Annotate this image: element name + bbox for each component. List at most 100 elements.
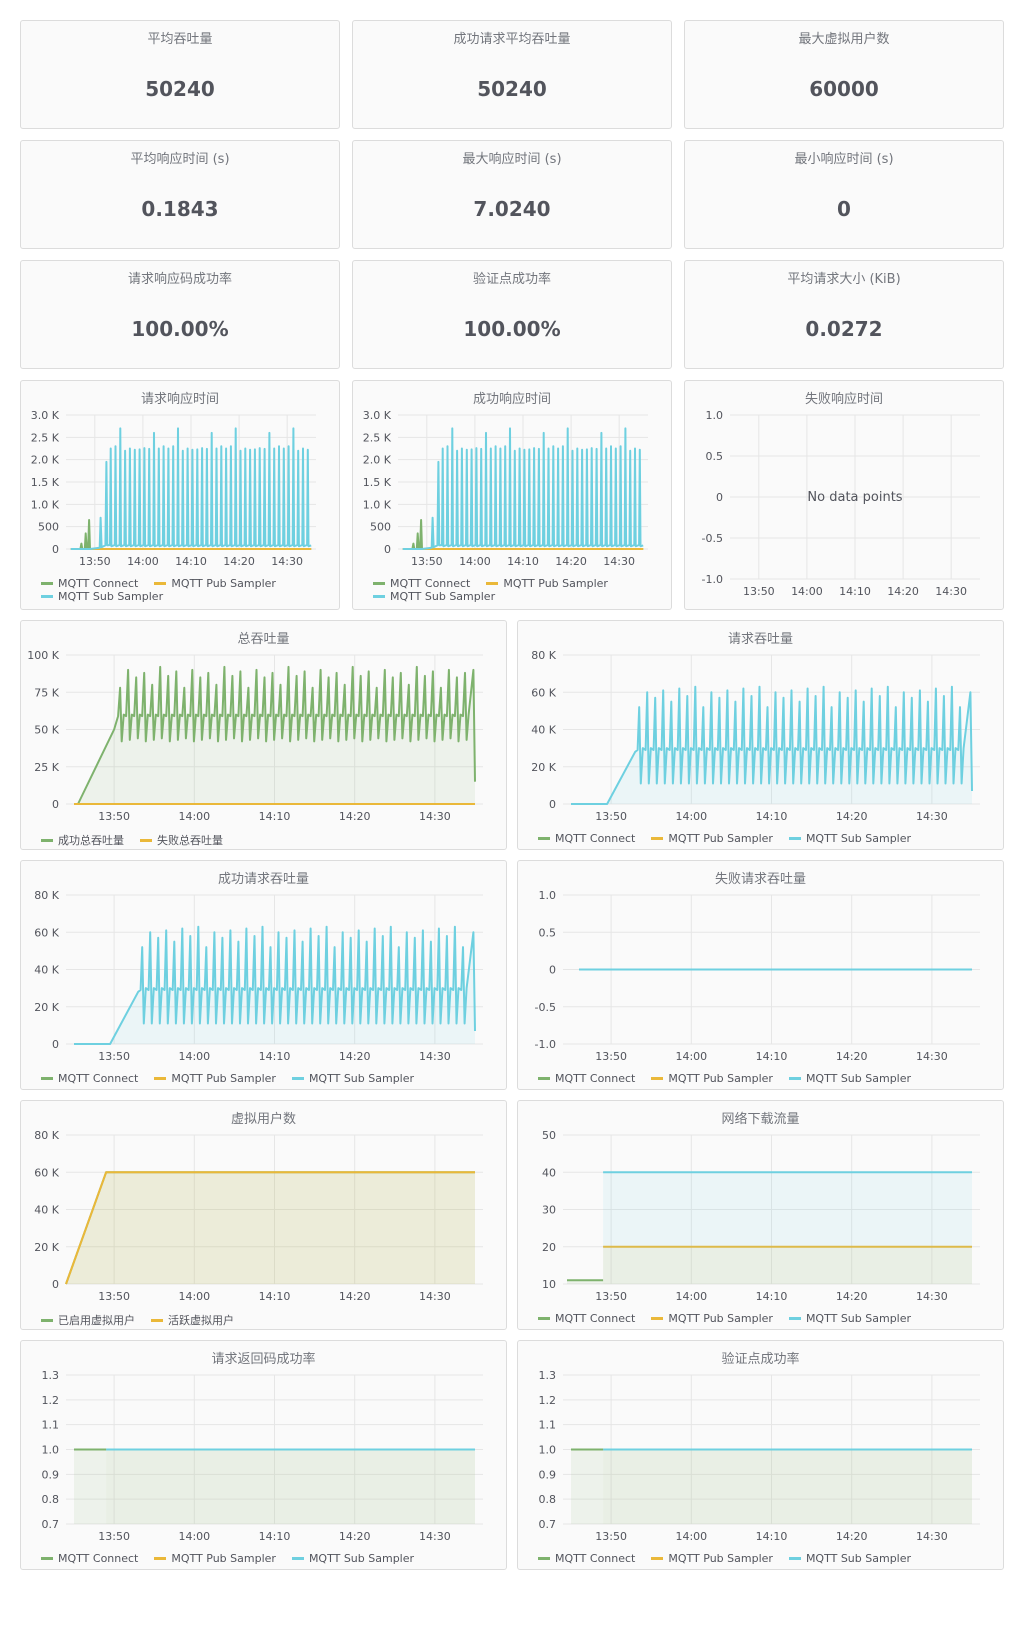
chart-svg: 3.0 K 2.5 K 2.0 K 1.5 K 1.0 K 500 0 13:50 14:00 1… — [363, 409, 648, 568]
chart-legend: MQTT Connect MQTT Pub Sampler MQTT Sub Sam… — [538, 832, 995, 845]
chart-panel-success-request-throughput: 成功请求吞吐量 80 K 60 K 40 K 20 K 0 13:50 14:00 14:10 1… — [20, 860, 507, 1090]
x-tick-label: 14:10 — [259, 1050, 291, 1063]
legend-swatch — [291, 1076, 304, 1080]
legend-swatch — [41, 581, 53, 585]
x-tick-label: 14:10 — [756, 810, 788, 823]
legend-item[interactable]: MQTT Sub Sampler — [291, 1072, 414, 1085]
x-tick-label: 14:30 — [419, 1530, 451, 1543]
legend-item[interactable]: MQTT Sub Sampler — [788, 1312, 912, 1325]
chart-legend: MQTT Connect MQTT Pub Sampler MQTT Sub Sam… — [538, 1552, 995, 1565]
legend-item[interactable]: MQTT Sub Sampler — [788, 1072, 911, 1085]
y-tick-label: 2.0 K — [363, 454, 392, 467]
legend-item[interactable]: MQTT Pub Sampler — [651, 1552, 773, 1565]
x-tick-label: 13:50 — [411, 555, 443, 568]
chart-legend: MQTT Connect MQTT Pub Sampler MQTT Sub Sam… — [538, 1312, 995, 1325]
stat-value: 100.00% — [463, 317, 561, 341]
y-tick-label: 0.8 — [539, 1493, 557, 1506]
stat-panel-max-vusers: 最大虚拟用户数 60000 — [684, 20, 1004, 129]
legend-item[interactable]: MQTT Pub Sampler — [651, 832, 773, 845]
x-tick-label: 13:50 — [595, 1290, 627, 1303]
y-tick-label: 80 K — [34, 889, 59, 902]
legend-item[interactable]: MQTT Connect — [41, 577, 138, 590]
panel-title: 平均吞吐量 — [147, 32, 213, 47]
y-tick-label: 40 K — [34, 1204, 59, 1217]
legend-item[interactable]: MQTT Sub Sampler — [788, 832, 911, 845]
x-tick-label: 14:30 — [916, 1530, 948, 1543]
y-tick-label: 1.5 K — [31, 476, 60, 489]
y-tick-label: 0.8 — [42, 1493, 60, 1506]
legend-item[interactable]: MQTT Connect — [538, 1072, 635, 1085]
series-area — [106, 1449, 475, 1524]
y-tick-label: 60 K — [531, 686, 556, 699]
y-tick-label: -1.0 — [535, 1038, 556, 1051]
legend-label: 活跃虚拟用户 — [168, 1314, 234, 1327]
legend-item[interactable]: MQTT Pub Sampler — [651, 1312, 773, 1325]
legend-swatch — [41, 594, 53, 598]
chart-panel-total-throughput: 总吞吐量 100 K 75 K 50 K 25 K 0 13:50 14:00 14:10 14:… — [20, 620, 507, 850]
x-tick-label: 14:30 — [935, 585, 967, 598]
legend-swatch — [291, 1556, 304, 1560]
y-tick-label: 40 — [542, 1166, 556, 1179]
panel-title: 请求返回码成功率 — [211, 1352, 316, 1367]
y-tick-label: -0.5 — [702, 532, 723, 545]
legend-label: MQTT Pub Sampler — [668, 1552, 773, 1565]
stat-value: 0.0272 — [805, 317, 883, 341]
stat-value: 100.00% — [131, 317, 229, 341]
panel-title: 平均响应时间 (s) — [130, 152, 230, 167]
series-line — [70, 519, 312, 550]
legend-item[interactable]: MQTT Sub Sampler — [373, 590, 495, 603]
chart-svg: 80 K 60 K 40 K 20 K 0 13:50 14:00 14:10 14:20 14:… — [531, 649, 980, 823]
y-tick-label: 25 K — [34, 761, 59, 774]
chart-panel-success-response-time: 成功响应时间 3.0 K 2.5 K 2.0 K 1.5 K 1.0 K 500 0 13:50… — [352, 380, 672, 610]
legend-item[interactable]: MQTT Connect — [41, 1552, 138, 1565]
legend-item[interactable]: MQTT Pub Sampler — [651, 1072, 773, 1085]
legend-item[interactable]: MQTT Sub Sampler — [788, 1552, 911, 1565]
legend-label: MQTT Sub Sampler — [805, 1312, 912, 1325]
series-line — [402, 519, 644, 550]
stat-panel-min-response-time: 最小响应时间 (s) 0 — [684, 140, 1004, 249]
legend-item[interactable]: MQTT Pub Sampler — [154, 1552, 276, 1565]
legend-item[interactable]: MQTT Sub Sampler — [41, 590, 163, 603]
legend-item[interactable]: MQTT Pub Sampler — [154, 1072, 276, 1085]
y-tick-label: 20 K — [34, 1001, 59, 1014]
legend-item[interactable]: MQTT Pub Sampler — [486, 577, 608, 590]
legend-swatch — [788, 1076, 801, 1080]
legend-item[interactable]: MQTT Connect — [538, 832, 635, 845]
legend-item[interactable]: 活跃虚拟用户 — [151, 1312, 234, 1328]
x-tick-label: 13:50 — [79, 555, 111, 568]
legend-item[interactable]: 失败总吞吐量 — [140, 832, 223, 848]
legend-item[interactable]: MQTT Connect — [41, 1072, 138, 1085]
legend-item[interactable]: MQTT Sub Sampler — [291, 1552, 414, 1565]
legend-item[interactable]: MQTT Connect — [373, 577, 470, 590]
series-line — [65, 1171, 475, 1285]
legend-swatch — [41, 1556, 53, 1560]
x-tick-label: 14:30 — [419, 1050, 451, 1063]
x-tick-label: 14:30 — [916, 1050, 948, 1063]
y-tick-label: 50 K — [34, 724, 59, 737]
y-tick-label: 50 — [542, 1129, 556, 1142]
x-tick-label: 14:00 — [178, 810, 210, 823]
y-tick-label: 0 — [384, 543, 391, 556]
x-tick-label: 14:30 — [271, 555, 303, 568]
legend-item[interactable]: MQTT Connect — [538, 1312, 635, 1325]
panel-title: 平均请求大小 (KiB) — [787, 272, 901, 287]
x-tick-label: 14:00 — [675, 1050, 707, 1063]
y-tick-label: 1.0 — [539, 889, 557, 902]
legend-swatch — [538, 1316, 550, 1320]
y-tick-label: 20 — [542, 1241, 556, 1254]
x-tick-label: 14:00 — [675, 1290, 707, 1303]
series-area — [571, 1449, 604, 1524]
no-data-text: No data points — [807, 490, 902, 505]
chart-legend: MQTT Connect MQTT Pub Sampler MQTT Sub Sam… — [373, 577, 663, 603]
legend-item[interactable]: MQTT Pub Sampler — [154, 577, 276, 590]
x-tick-label: 14:00 — [675, 1530, 707, 1543]
y-tick-label: 40 K — [34, 964, 59, 977]
legend-item[interactable]: MQTT Connect — [538, 1552, 635, 1565]
legend-swatch — [151, 1318, 163, 1322]
legend-item[interactable]: 成功总吞吐量 — [41, 832, 124, 848]
x-tick-label: 14:30 — [916, 1290, 948, 1303]
chart-panel-fail-request-throughput: 失败请求吞吐量 1.0 0.5 0 -0.5 -1.0 13:50 14:00 14:10 14:… — [517, 860, 1004, 1090]
series-area — [66, 1172, 475, 1284]
legend-swatch — [154, 1076, 167, 1080]
legend-item[interactable]: 已启用虚拟用户 — [41, 1312, 135, 1328]
